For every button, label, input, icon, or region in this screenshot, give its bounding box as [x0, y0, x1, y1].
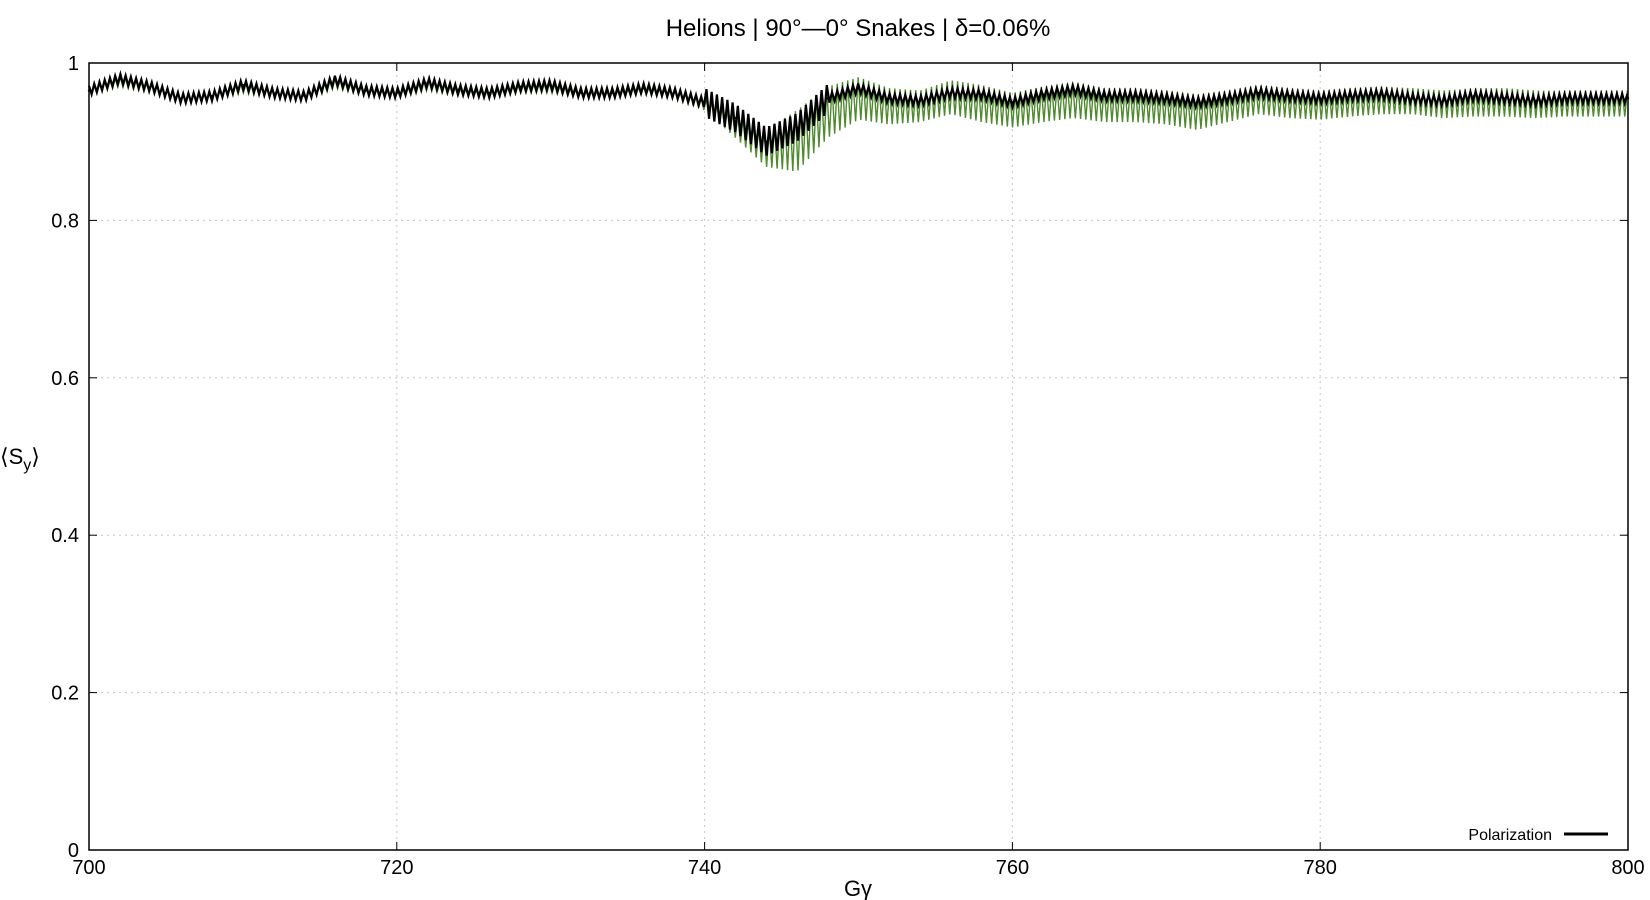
polarization-point [457, 88, 460, 91]
polarization-point [1472, 94, 1476, 98]
polarization-point [1596, 97, 1599, 100]
polarization-point [888, 97, 891, 100]
y-tick-label: 0.4 [51, 525, 79, 547]
x-axis-label: Gγ [844, 876, 872, 900]
y-tick-label: 0.8 [51, 210, 79, 232]
polarization-point [1226, 97, 1230, 100]
y-tick-label: 0 [68, 840, 79, 862]
polarization-point [210, 94, 214, 98]
y-axis-label-main: ⟨S [0, 444, 23, 469]
polarization-point [303, 94, 306, 98]
polarization-point [734, 116, 737, 120]
polarization-point [1442, 99, 1445, 102]
polarization-point [1134, 94, 1137, 98]
polarization-point [1103, 94, 1106, 98]
x-tick-label: 760 [996, 857, 1029, 879]
polarization-point [1195, 101, 1199, 104]
polarization-point [241, 83, 245, 87]
polarization-point [180, 97, 183, 100]
plot-frame [88, 62, 1629, 851]
chart-title: Helions | 90°—0° Snakes | δ=0.06% [666, 15, 1051, 42]
polarization-point [764, 140, 768, 143]
polarization-point [1257, 91, 1260, 95]
polarization-point [672, 91, 676, 95]
polarization-point [549, 83, 552, 87]
polarization-point [1411, 97, 1414, 100]
polarization-point [426, 81, 429, 84]
polarization-point [1072, 88, 1076, 91]
x-tick-label: 780 [1304, 857, 1337, 879]
y-axis-label: ⟨Sy⟩ [0, 444, 40, 474]
polarization-point [395, 91, 398, 95]
polarization-point [1565, 97, 1568, 100]
polarization-point [1011, 101, 1014, 104]
polarization-point [703, 101, 706, 104]
x-tick-label: 800 [1611, 857, 1644, 879]
x-tick-label: 740 [688, 857, 721, 879]
polarization-point [118, 77, 121, 80]
polarization-point [1288, 94, 1291, 98]
polarization-point [1534, 99, 1537, 102]
polarization-point [1041, 93, 1045, 96]
axis-ticks: 700 720 740 760 780 800 0 0.2 0.4 0.6 0.8 1 [51, 53, 1645, 879]
polarization-point [918, 99, 922, 102]
polarization-point [272, 91, 275, 95]
series-polarization [87, 69, 1629, 156]
polarization-point [980, 93, 983, 96]
legend-entry-polarization: Polarization [1468, 827, 1552, 844]
x-tick-label: 720 [380, 857, 413, 879]
y-tick-label: 0.6 [51, 368, 79, 390]
y-axis-label-sub: y [23, 457, 31, 474]
polarization-point [1319, 97, 1322, 100]
polarization-point [518, 85, 522, 88]
plot-area [87, 69, 1630, 172]
polarization-point [826, 97, 829, 100]
polarization-point [611, 91, 614, 95]
legend: Polarization [1468, 827, 1608, 844]
polarization-point [364, 89, 368, 92]
polarization-point [487, 91, 491, 95]
polarization-point [949, 91, 953, 95]
grid [89, 63, 1628, 850]
polarization-point [1380, 93, 1383, 96]
polarization-point [795, 126, 799, 129]
polarization-point [1503, 97, 1507, 100]
polarization-point [857, 86, 860, 90]
x-tick-label: 700 [72, 857, 105, 879]
y-tick-label: 1 [68, 53, 79, 75]
polarization-point [580, 91, 583, 95]
polarization-point [641, 86, 645, 90]
y-axis-label-close: ⟩ [31, 444, 40, 469]
y-tick-label: 0.2 [51, 683, 79, 705]
polarization-point [334, 79, 337, 82]
polarization-point [1165, 97, 1168, 100]
polarization-point [1349, 94, 1353, 98]
polarization-point [149, 85, 152, 88]
